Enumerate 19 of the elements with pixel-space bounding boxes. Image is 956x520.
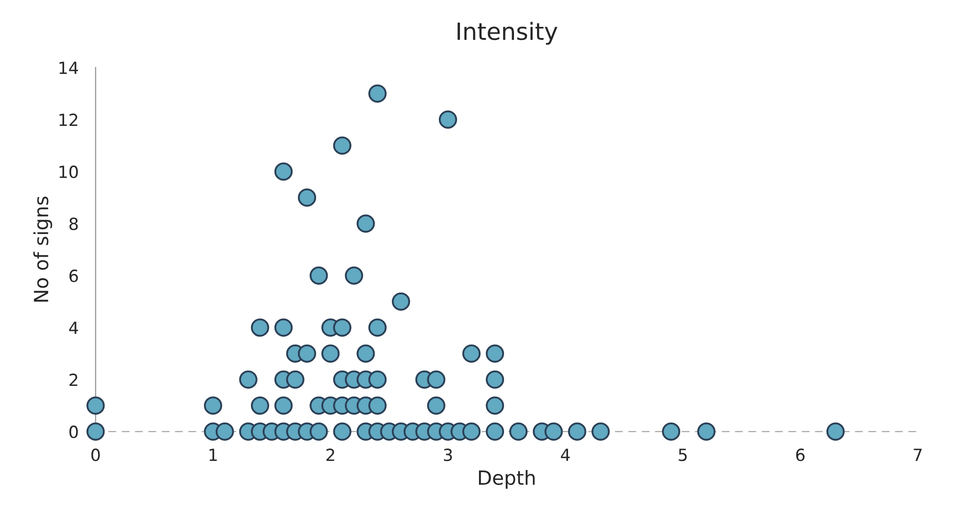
chart-title: Intensity — [458, 22, 558, 45]
y-tick-label: 12 — [60, 114, 78, 126]
x-tick-label: 4 — [560, 448, 570, 461]
x-tick-label: 1 — [210, 448, 217, 461]
x-tick-label: 3 — [444, 448, 452, 462]
y-tick-label: 6 — [69, 270, 78, 282]
x-tick-label: 6 — [796, 448, 805, 462]
y-axis-title: No of signs — [33, 196, 52, 302]
x-tick-label: 5 — [678, 448, 687, 462]
y-tick-label: 2 — [70, 374, 78, 386]
y-tick-label: 4 — [69, 322, 78, 334]
y-tick-label: 10 — [60, 166, 78, 178]
y-tick-label: 0 — [69, 426, 78, 438]
y-tick-label: 8 — [69, 218, 78, 230]
x-tick-label: 0 — [91, 448, 100, 462]
x-tick-label: 2 — [326, 448, 334, 461]
x-axis-title: Depth — [478, 470, 535, 489]
y-tick-label: 14 — [60, 62, 78, 74]
x-tick-label: 7 — [914, 448, 922, 461]
